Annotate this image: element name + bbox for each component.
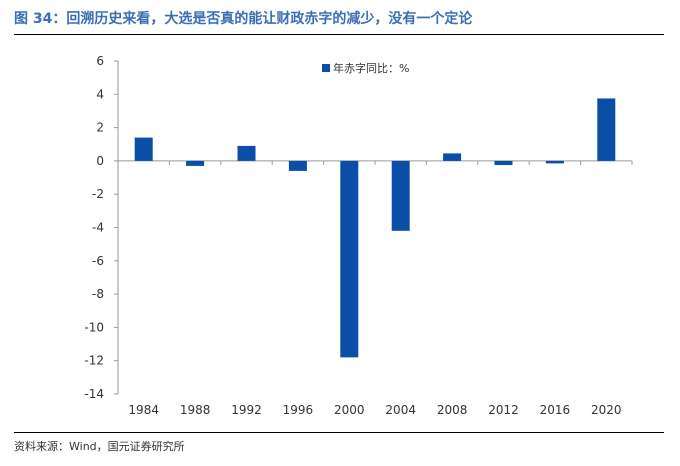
x-tick-label: 2008 — [437, 403, 468, 417]
source-rule — [14, 432, 664, 433]
x-tick-label: 1988 — [180, 403, 211, 417]
y-tick-label: -6 — [92, 254, 104, 268]
x-tick-label: 2020 — [591, 403, 622, 417]
y-tick-label: 4 — [96, 87, 104, 101]
legend-swatch — [322, 64, 330, 72]
bar-1988 — [186, 160, 205, 166]
bar-2004 — [391, 160, 410, 231]
x-tick-label: 1992 — [231, 403, 262, 417]
bar-2008 — [443, 153, 462, 161]
bar-2016 — [545, 160, 564, 164]
x-tick-label: 2004 — [385, 403, 416, 417]
bar-1996 — [288, 160, 307, 171]
bar-2000 — [340, 160, 359, 358]
y-tick-label: 6 — [96, 54, 104, 68]
y-tick-label: 2 — [96, 121, 104, 135]
bar-2020 — [597, 98, 616, 161]
y-tick-label: -8 — [92, 287, 104, 301]
y-tick-label: -4 — [92, 221, 104, 235]
y-tick-label: 0 — [96, 154, 104, 168]
x-tick-label: 2000 — [334, 403, 365, 417]
legend-label: 年赤字同比：% — [333, 61, 409, 75]
x-tick-label: 2016 — [540, 403, 571, 417]
y-tick-label: -10 — [84, 320, 104, 334]
y-tick-label: -2 — [92, 187, 104, 201]
source-note: 资料来源：Wind，国元证券研究所 — [14, 440, 185, 453]
x-tick-label: 2012 — [488, 403, 519, 417]
title-rule — [14, 34, 664, 35]
y-tick-label: -12 — [84, 354, 104, 368]
x-tick-label: 1996 — [283, 403, 314, 417]
figure-title: 图 34：回溯历史来看，大选是否真的能让财政赤字的减少，没有一个定论 — [14, 11, 473, 27]
bar-2012 — [494, 160, 513, 166]
y-tick-label: -14 — [84, 387, 104, 401]
bar-chart: 6 4 2 0 -2 -4 -6 -8 -10 -12 -14 1984 1988 1992 1996 200… — [84, 54, 633, 417]
x-tick-label: 1984 — [128, 403, 159, 417]
bar-1984 — [134, 137, 153, 161]
bar-1992 — [237, 145, 256, 161]
